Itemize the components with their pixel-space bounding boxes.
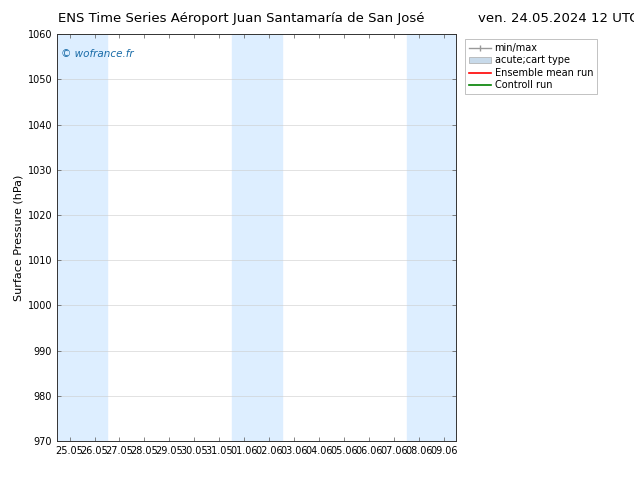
Bar xyxy=(232,34,281,441)
Bar xyxy=(57,34,107,441)
Text: ven. 24.05.2024 12 UTC: ven. 24.05.2024 12 UTC xyxy=(477,12,634,25)
Text: © wofrance.fr: © wofrance.fr xyxy=(61,49,134,58)
Y-axis label: Surface Pressure (hPa): Surface Pressure (hPa) xyxy=(13,174,23,301)
Text: ENS Time Series Aéroport Juan Santamaría de San José: ENS Time Series Aéroport Juan Santamaría… xyxy=(58,12,424,25)
Legend: min/max, acute;cart type, Ensemble mean run, Controll run: min/max, acute;cart type, Ensemble mean … xyxy=(465,39,597,94)
Bar xyxy=(406,34,456,441)
